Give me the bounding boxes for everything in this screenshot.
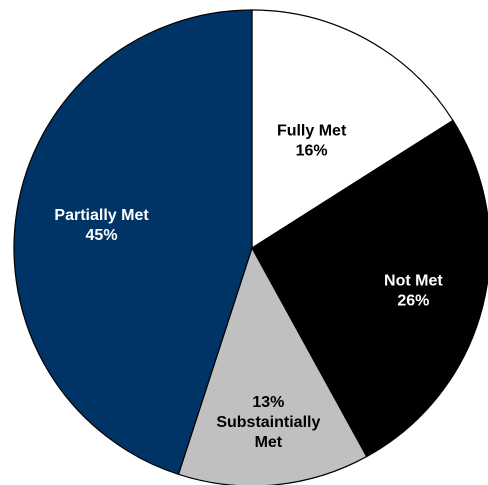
slice-label-line: 26% — [397, 292, 429, 309]
slice-label-line: Partially Met — [54, 207, 149, 224]
slice-label-not-met: Not Met 26% — [384, 272, 443, 309]
slice-label-line: 16% — [296, 143, 328, 160]
pie-slice-partially-met — [13, 9, 253, 476]
slice-label-substaintially-met: 13% Substaintially Met — [216, 394, 320, 451]
slice-label-fully-met: Fully Met 16% — [277, 123, 347, 160]
slice-label-line: Not Met — [384, 272, 443, 289]
pie-slice-fully-met — [251, 9, 454, 250]
pie-slice-not-met — [251, 119, 488, 458]
pie-slices — [13, 9, 488, 485]
slice-label-partially-met: Partially Met 45% — [54, 207, 149, 244]
slice-label-line: 45% — [86, 227, 118, 244]
slice-label-line: Met — [255, 434, 283, 451]
slice-label-line: Substaintially — [216, 414, 320, 431]
slice-label-line: 13% — [252, 394, 284, 411]
slice-label-line: Fully Met — [277, 123, 347, 140]
pie-labels: Fully Met 16% Not Met 26% 13% Substaintially M… — [54, 123, 443, 451]
